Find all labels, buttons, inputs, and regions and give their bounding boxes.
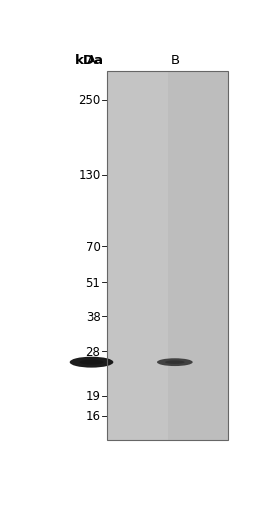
Ellipse shape [157, 359, 193, 366]
Bar [108, 72, 228, 440]
Text: 70: 70 [86, 240, 100, 253]
Text: 16: 16 [86, 410, 100, 422]
Text: kDa: kDa [74, 54, 103, 67]
Text: A: A [87, 54, 96, 67]
Bar [108, 72, 168, 440]
Ellipse shape [80, 360, 103, 365]
Text: B: B [170, 54, 179, 67]
Text: 38: 38 [86, 310, 100, 323]
Ellipse shape [165, 361, 185, 364]
Text: 51: 51 [86, 276, 100, 289]
Text: 19: 19 [86, 390, 100, 402]
Bar [108, 72, 228, 440]
Bar [168, 72, 228, 440]
Text: 130: 130 [78, 169, 100, 182]
Text: 28: 28 [86, 345, 100, 358]
Text: 250: 250 [78, 94, 100, 107]
Ellipse shape [70, 357, 113, 368]
